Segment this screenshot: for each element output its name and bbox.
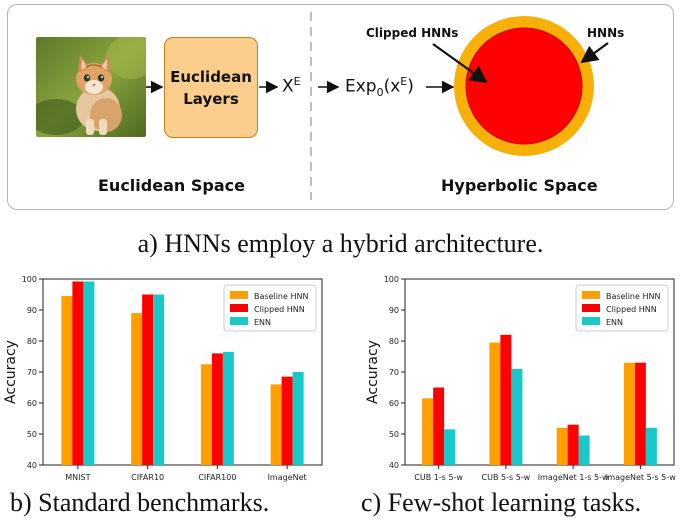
y-axis-label: Accuracy — [365, 340, 381, 404]
hnns-label: HNNs — [587, 26, 625, 40]
layers-label-line2: Layers — [183, 89, 239, 108]
bar-baseline-hnn — [61, 296, 73, 465]
xe-sup: E — [293, 75, 301, 88]
bar-enn — [292, 372, 304, 465]
bar-enn — [444, 429, 456, 465]
caption-c: c) Few-shot learning tasks. — [361, 488, 642, 517]
legend-swatch — [582, 304, 600, 312]
legend-label: Clipped HNN — [254, 305, 305, 314]
bar-clipped-hnn — [634, 362, 646, 465]
y-tick-label: 100 — [22, 275, 37, 284]
y-tick-label: 60 — [27, 399, 37, 408]
bar-clipped-hnn — [567, 424, 579, 465]
legend-swatch — [230, 291, 248, 299]
x-tick-label: CUB 5-s 5-w — [482, 473, 531, 482]
x-tick-label: CIFAR100 — [198, 473, 236, 482]
legend-label: ENN — [606, 318, 623, 327]
bar-enn — [645, 427, 657, 465]
legend-swatch — [230, 304, 248, 312]
bar-clipped-hnn — [142, 294, 154, 465]
y-tick-label: 40 — [389, 461, 399, 470]
architecture-panel — [7, 4, 674, 210]
bar-enn — [578, 435, 590, 465]
clipped-hnns-disk — [465, 27, 583, 145]
legend-swatch — [582, 317, 600, 325]
bar-enn — [83, 281, 95, 465]
y-tick-label: 90 — [27, 306, 37, 315]
legend-label: Baseline HNN — [606, 292, 660, 301]
y-tick-label: 80 — [389, 337, 399, 346]
exp-arg-close: ) — [407, 76, 414, 97]
bar-clipped-hnn — [500, 334, 512, 465]
hyperbolic-space-label: Hyperbolic Space — [441, 176, 598, 195]
legend-label: ENN — [254, 318, 271, 327]
y-tick-label: 70 — [27, 368, 37, 377]
exp-text: Exp — [345, 76, 377, 97]
xe-base: X — [282, 76, 294, 97]
y-tick-label: 40 — [27, 461, 37, 470]
y-tick-label: 80 — [27, 337, 37, 346]
arrow-clipped-label — [432, 43, 488, 84]
x-tick-label: CIFAR10 — [131, 473, 164, 482]
bar-baseline-hnn — [131, 313, 143, 465]
bar-baseline-hnn — [200, 364, 212, 465]
bar-enn — [511, 368, 523, 465]
x-tick-label: ImageNet — [268, 473, 307, 482]
bar-enn — [222, 351, 234, 465]
legend-swatch — [582, 291, 600, 299]
y-tick-label: 60 — [389, 399, 399, 408]
caption-a: a) HNNs employ a hybrid architecture. — [137, 229, 544, 258]
x-tick-label: ImageNet 5-s 5-w — [605, 473, 676, 482]
y-tick-label: 50 — [389, 430, 399, 439]
chart-few-shot: 40 50 60 70 80 90 100 Accuracy CUB 1-s 5-w CUB 5-… — [365, 275, 676, 482]
euclidean-layers-box: Euclidean Layers — [164, 37, 258, 138]
bar-baseline-hnn — [422, 398, 434, 465]
bar-enn — [153, 294, 165, 465]
exp-map-label: Exp0(xE) — [345, 75, 414, 99]
x-tick-label: CUB 1-s 5-w — [414, 473, 463, 482]
bar-baseline-hnn — [489, 342, 501, 465]
bar-baseline-hnn — [623, 362, 635, 465]
y-tick-label: 90 — [389, 306, 399, 315]
y-axis-label: Accuracy — [3, 340, 19, 404]
legend-label: Clipped HNN — [606, 305, 657, 314]
caption-b: b) Standard benchmarks. — [10, 488, 270, 517]
euclidean-space-label: Euclidean Space — [98, 176, 245, 195]
clipped-hnns-label: Clipped HNNs — [366, 26, 459, 40]
legend-swatch — [230, 317, 248, 325]
bar-clipped-hnn — [72, 281, 84, 465]
layers-label-line1: Euclidean — [170, 67, 252, 86]
exp-sub: 0 — [376, 86, 384, 100]
xe-label: XE — [282, 75, 301, 97]
bar-baseline-hnn — [556, 427, 568, 465]
legend-label: Baseline HNN — [254, 292, 308, 301]
bar-clipped-hnn — [211, 353, 223, 465]
y-tick-label: 70 — [389, 368, 399, 377]
x-tick-label: ImageNet 1-s 5-w — [538, 473, 609, 482]
arrow-hnns-label — [580, 42, 609, 64]
cat-image — [36, 37, 146, 137]
chart-standard-benchmarks: 40 50 60 70 80 90 100 Accuracy MNIST CIFAR10 CIFAR… — [3, 275, 323, 482]
flow-arrows — [146, 12, 609, 200]
bar-clipped-hnn — [433, 387, 445, 465]
exp-arg-sup: E — [400, 75, 408, 88]
exp-arg-open: (x — [383, 76, 401, 97]
y-tick-label: 100 — [384, 275, 399, 284]
bar-baseline-hnn — [270, 384, 282, 465]
y-tick-label: 50 — [27, 430, 37, 439]
x-tick-label: MNIST — [65, 473, 90, 482]
bar-clipped-hnn — [281, 376, 293, 465]
